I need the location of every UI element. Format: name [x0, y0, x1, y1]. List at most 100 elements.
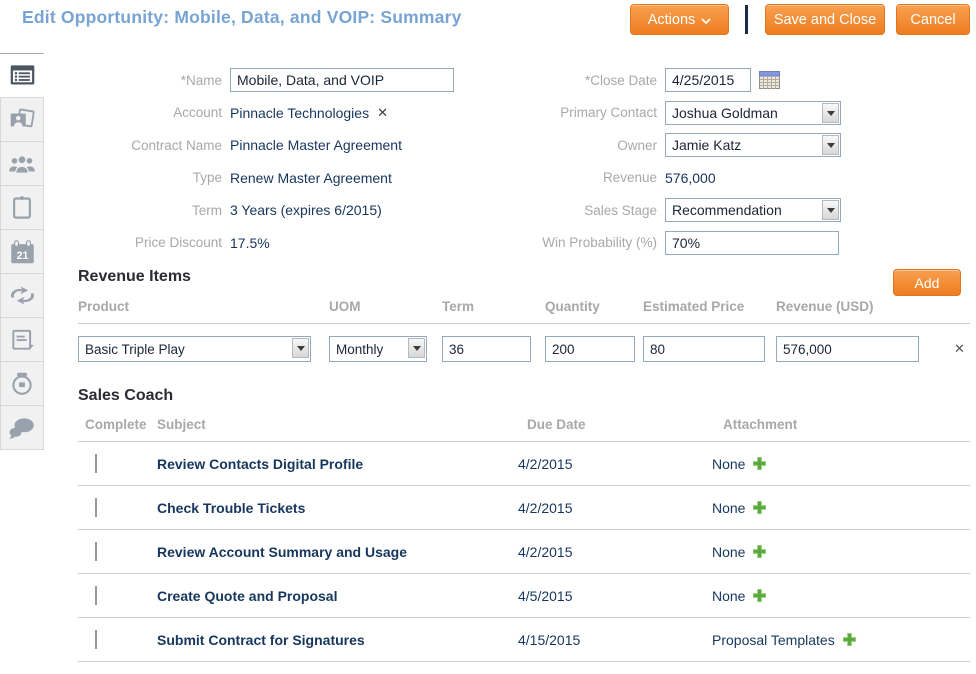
due-date-value: 4/15/2015 — [518, 631, 581, 648]
name-input[interactable] — [230, 68, 454, 93]
product-select[interactable]: Basic Triple Play — [78, 336, 311, 362]
save-and-close-button[interactable]: Save and Close — [765, 4, 885, 35]
complete-checkbox[interactable] — [95, 453, 97, 473]
actions-button[interactable]: Actions — [630, 4, 729, 35]
add-revenue-item-button[interactable]: Add — [893, 269, 961, 296]
product-value: Basic Triple Play — [85, 341, 185, 357]
sync-icon — [10, 286, 34, 305]
calendar-icon: 21 — [10, 239, 34, 263]
revenue-items-divider — [78, 323, 970, 324]
attachment-value: None — [712, 455, 746, 472]
field-row-account: Account Pinnacle Technologies ✕ — [60, 97, 510, 130]
add-attachment-button[interactable] — [752, 456, 767, 471]
sidebar-item-record-summary[interactable] — [0, 53, 44, 98]
due-date-value: 4/2/2015 — [518, 543, 573, 560]
sidebar-item-contact-card[interactable] — [0, 97, 44, 142]
name-label: *Name — [180, 72, 222, 88]
revenue-items-heading: Revenue Items — [78, 268, 191, 285]
complete-checkbox[interactable] — [95, 629, 97, 649]
complete-column-header: Complete — [85, 417, 147, 432]
attachment-value: None — [712, 543, 746, 560]
record-summary-icon — [10, 65, 34, 85]
subject-link[interactable]: Review Contacts Digital Profile — [157, 455, 364, 472]
save-and-close-label: Save and Close — [773, 11, 877, 28]
sidebar-item-calendar[interactable]: 21 — [0, 229, 44, 274]
date-picker-button[interactable] — [759, 71, 780, 90]
revenue-usd-input[interactable] — [776, 336, 919, 362]
remove-revenue-item-icon[interactable]: ✕ — [954, 341, 965, 356]
svg-text:21: 21 — [16, 249, 28, 261]
subject-link[interactable]: Check Trouble Tickets — [157, 499, 306, 516]
field-row-sales-stage: Sales Stage Recommendation — [510, 194, 976, 227]
sidebar-item-chat[interactable] — [0, 405, 44, 450]
quantity-input[interactable] — [545, 336, 635, 362]
sales-coach-row: Submit Contract for Signatures 4/15/2015… — [78, 617, 970, 661]
primary-contact-label: Primary Contact — [560, 105, 657, 121]
estimated-price-input[interactable] — [643, 336, 765, 362]
dropdown-arrow-icon — [292, 338, 309, 358]
complete-checkbox[interactable] — [95, 497, 97, 517]
dropdown-arrow-icon — [822, 102, 839, 123]
due-date-value: 4/2/2015 — [518, 455, 573, 472]
add-attachment-button[interactable] — [752, 500, 767, 515]
add-attachment-button[interactable] — [752, 588, 767, 603]
cancel-button[interactable]: Cancel — [896, 4, 970, 35]
term-value: 3 Years (expires 6/2015) — [230, 202, 382, 219]
header-separator — [745, 5, 748, 34]
plus-icon — [753, 500, 767, 515]
owner-label: Owner — [617, 137, 657, 153]
contract-name-value: Pinnacle Master Agreement — [230, 137, 402, 154]
uom-select[interactable]: Monthly — [329, 336, 427, 362]
sidebar-item-clipboard[interactable] — [0, 185, 44, 230]
remove-account-icon[interactable]: ✕ — [377, 104, 388, 120]
primary-contact-value: Joshua Goldman — [672, 104, 778, 121]
attachment-value: None — [712, 499, 746, 516]
add-attachment-button[interactable] — [752, 544, 767, 559]
close-date-input[interactable] — [665, 68, 751, 93]
dropdown-arrow-icon — [408, 338, 425, 358]
complete-checkbox[interactable] — [95, 541, 97, 561]
close-date-label: *Close Date — [584, 72, 657, 88]
sidebar-item-team[interactable] — [0, 141, 44, 186]
add-attachment-button[interactable] — [842, 632, 857, 647]
type-value: Renew Master Agreement — [230, 169, 392, 186]
field-row-revenue: Revenue 576,000 — [510, 162, 976, 195]
due-date-value: 4/2/2015 — [518, 499, 573, 516]
sales-stage-select[interactable]: Recommendation — [665, 198, 841, 223]
owner-select[interactable]: Jamie Katz — [665, 133, 841, 158]
sales-coach-rows: Review Contacts Digital Profile 4/2/2015… — [78, 441, 970, 662]
win-probability-input[interactable] — [665, 230, 839, 255]
sidebar: 21 — [0, 53, 44, 450]
subject-link[interactable]: Create Quote and Proposal — [157, 587, 338, 604]
sales-coach-row: Create Quote and Proposal 4/5/2015 None — [78, 573, 970, 617]
complete-checkbox[interactable] — [95, 585, 97, 605]
sales-stage-label: Sales Stage — [584, 202, 657, 218]
subject-column-header: Subject — [157, 417, 206, 432]
subject-link[interactable]: Review Account Summary and Usage — [157, 543, 408, 560]
price-discount-value: 17.5% — [230, 234, 270, 251]
sidebar-item-notes[interactable] — [0, 317, 44, 362]
primary-contact-select[interactable]: Joshua Goldman — [665, 100, 841, 125]
chat-icon — [9, 417, 34, 439]
revenue-item-row: Basic Triple Play Monthly ✕ — [78, 336, 970, 362]
attachment-column-header: Attachment — [723, 417, 798, 432]
form-left-column: *Name Account Pinnacle Technologies ✕ Co… — [60, 64, 510, 259]
revenue-items-section: Revenue Items Add Product UOM Term Quant… — [78, 268, 970, 362]
subject-link[interactable]: Submit Contract for Signatures — [157, 631, 365, 648]
field-row-owner: Owner Jamie Katz — [510, 129, 976, 162]
sidebar-item-sync[interactable] — [0, 273, 44, 318]
clipboard-icon — [13, 196, 31, 219]
field-row-price-discount: Price Discount 17.5% — [60, 227, 510, 260]
notes-icon — [12, 329, 34, 350]
date-picker-calendar-icon — [759, 71, 780, 90]
owner-value: Jamie Katz — [672, 137, 742, 154]
plus-icon — [753, 456, 767, 471]
dropdown-arrow-icon — [822, 200, 839, 221]
sidebar-item-jar[interactable] — [0, 361, 44, 406]
attachment-value[interactable]: Proposal Templates — [712, 631, 835, 648]
field-row-type: Type Renew Master Agreement — [60, 162, 510, 195]
field-row-win-probability: Win Probability (%) — [510, 227, 976, 260]
field-row-close-date: *Close Date — [510, 64, 976, 97]
term-input[interactable] — [442, 336, 531, 362]
team-icon — [9, 155, 35, 173]
